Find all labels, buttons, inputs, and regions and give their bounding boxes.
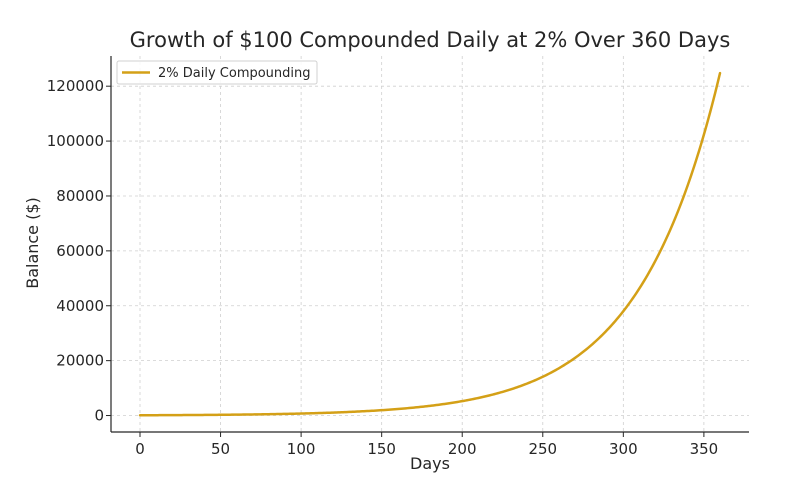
x-tick-label-2: 100 [287, 440, 316, 458]
legend: 2% Daily Compounding [116, 60, 318, 85]
chart-title: Growth of $100 Compounded Daily at 2% Ov… [130, 28, 731, 52]
x-tick-label-0: 0 [135, 440, 145, 458]
y-axis-label: Balance ($) [23, 197, 42, 289]
x-tick-label-5: 250 [528, 440, 557, 458]
axes [110, 56, 749, 433]
y-tick-label-0: 0 [94, 407, 104, 425]
legend-box [116, 60, 318, 85]
x-axis-label: Days [410, 454, 450, 473]
y-tick-label-1: 20000 [56, 352, 104, 370]
series-line-0 [138, 71, 722, 417]
x-tick-label-6: 300 [609, 440, 638, 458]
x-tick-label-3: 150 [367, 440, 396, 458]
y-tick-label-6: 120000 [47, 77, 104, 95]
y-ticks: 0 20000 40000 60000 80000 100000 120000 [47, 77, 111, 425]
x-tick-label-1: 50 [211, 440, 230, 458]
legend-label: 2% Daily Compounding [158, 66, 311, 81]
y-tick-label-4: 80000 [56, 187, 104, 205]
grid [111, 56, 749, 432]
x-tick-label-7: 350 [690, 440, 719, 458]
x-tick-label-4: 200 [448, 440, 477, 458]
y-tick-label-2: 40000 [56, 297, 104, 315]
y-tick-label-3: 60000 [56, 242, 104, 260]
y-tick-label-5: 100000 [47, 132, 104, 150]
x-ticks: 0 50 100 150 200 250 300 350 [135, 432, 718, 458]
series-layer [138, 71, 722, 417]
